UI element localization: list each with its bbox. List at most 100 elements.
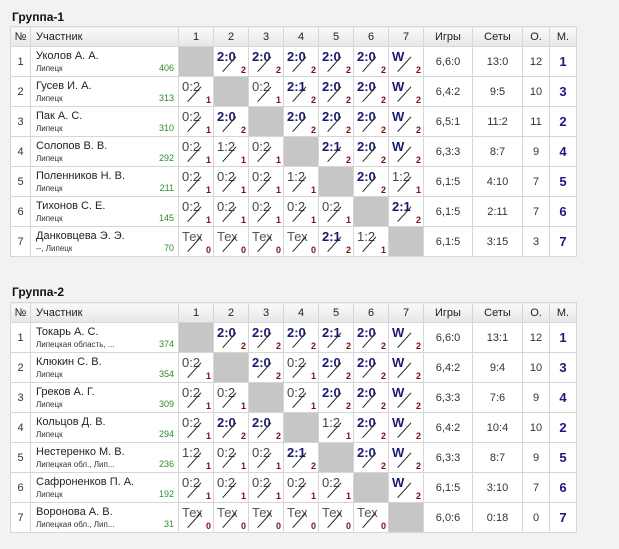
match-cell[interactable]: 2:0 2: [318, 46, 354, 77]
player-name[interactable]: Данковцева Э. Э.: [36, 230, 125, 242]
match-cell[interactable]: 2:0 2: [353, 166, 389, 197]
match-cell[interactable]: 2:0 2: [353, 352, 389, 383]
match-cell[interactable]: 0:2 1: [318, 196, 354, 227]
match-cell[interactable]: 1:2 1: [178, 442, 214, 473]
match-cell[interactable]: 2:0 2: [213, 106, 249, 137]
match-cell[interactable]: 0:2 1: [178, 382, 214, 413]
match-cell[interactable]: 0:2 1: [213, 166, 249, 197]
match-cell[interactable]: 2:0 2: [318, 382, 354, 413]
match-cell[interactable]: 0:2 1: [213, 382, 249, 413]
player-cell[interactable]: Клюкин С. В. Липецк 354: [30, 352, 179, 383]
player-cell[interactable]: Уколов А. А. Липецк 406: [30, 46, 179, 77]
match-cell[interactable]: 2:0 2: [353, 442, 389, 473]
player-cell[interactable]: Нестеренко М. В. Липецкая обл., Лип... 236: [30, 442, 179, 473]
player-cell[interactable]: Гусев И. А. Липецк 313: [30, 76, 179, 107]
player-name[interactable]: Нестеренко М. В.: [36, 446, 125, 458]
match-cell[interactable]: 2:0 2: [353, 322, 389, 353]
match-cell[interactable]: 2:0 2: [283, 322, 319, 353]
match-cell[interactable]: 2:0 2: [353, 382, 389, 413]
match-cell[interactable]: 2:0 2: [213, 412, 249, 443]
match-cell[interactable]: 2:1 2: [283, 76, 319, 107]
match-cell[interactable]: Тех 0: [213, 502, 249, 533]
match-cell[interactable]: 0:2 1: [248, 472, 284, 503]
match-cell[interactable]: 0:2 1: [213, 196, 249, 227]
match-cell[interactable]: 2:0 2: [248, 322, 284, 353]
match-cell[interactable]: 2:1 2: [318, 322, 354, 353]
match-cell[interactable]: 0:2 1: [178, 352, 214, 383]
player-cell[interactable]: Токарь А. С. Липецкая область, ... 374: [30, 322, 179, 353]
match-cell[interactable]: 0:2 1: [178, 472, 214, 503]
match-cell[interactable]: 2:0 2: [283, 106, 319, 137]
match-cell[interactable]: 0:2 1: [283, 352, 319, 383]
match-cell[interactable]: 0:2 1: [283, 472, 319, 503]
match-cell[interactable]: 2:0 2: [213, 46, 249, 77]
player-cell[interactable]: Воронова А. В. Липецкая обл., Лип... 31: [30, 502, 179, 533]
match-cell[interactable]: 1:2 1: [353, 226, 389, 257]
match-cell[interactable]: 2:0 2: [248, 412, 284, 443]
player-name[interactable]: Тихонов С. Е.: [36, 200, 106, 212]
player-cell[interactable]: Тихонов С. Е. Липецк 145: [30, 196, 179, 227]
match-cell[interactable]: 0:2 1: [248, 442, 284, 473]
match-cell[interactable]: 2:0 2: [213, 322, 249, 353]
player-name[interactable]: Гусев И. А.: [36, 80, 92, 92]
player-name[interactable]: Токарь А. С.: [36, 326, 99, 338]
player-name[interactable]: Клюкин С. В.: [36, 356, 102, 368]
player-cell[interactable]: Пак А. С. Липецк 310: [30, 106, 179, 137]
player-cell[interactable]: Кольцов Д. В. Липецк 294: [30, 412, 179, 443]
player-name[interactable]: Пак А. С.: [36, 110, 83, 122]
match-cell[interactable]: 0:2 1: [178, 196, 214, 227]
match-cell[interactable]: Тех 0: [178, 502, 214, 533]
match-cell[interactable]: 0:2 1: [213, 472, 249, 503]
match-cell[interactable]: Тех 0: [213, 226, 249, 257]
match-cell[interactable]: Тех 0: [353, 502, 389, 533]
player-cell[interactable]: Поленников Н. В. Липецк 211: [30, 166, 179, 197]
match-cell[interactable]: 0:2 1: [283, 196, 319, 227]
match-cell[interactable]: 2:0 2: [353, 412, 389, 443]
player-name[interactable]: Уколов А. А.: [36, 50, 99, 62]
player-name[interactable]: Кольцов Д. В.: [36, 416, 106, 428]
match-cell[interactable]: 0:2 1: [248, 76, 284, 107]
player-name[interactable]: Греков А. Г.: [36, 386, 95, 398]
player-cell[interactable]: Сафроненков П. А. Липецк 192: [30, 472, 179, 503]
match-cell[interactable]: 2:0 2: [248, 352, 284, 383]
player-name[interactable]: Поленников Н. В.: [36, 170, 126, 182]
match-cell[interactable]: 2:0 2: [318, 76, 354, 107]
match-cell[interactable]: 2:0 2: [318, 106, 354, 137]
match-cell[interactable]: 1:2 1: [283, 166, 319, 197]
match-cell[interactable]: Тех 0: [283, 226, 319, 257]
match-cell[interactable]: Тех 0: [283, 502, 319, 533]
match-cell[interactable]: 2:0 2: [283, 46, 319, 77]
match-cell[interactable]: 2:1 2: [318, 136, 354, 167]
match-cell[interactable]: 2:0 2: [353, 76, 389, 107]
match-cell[interactable]: 0:2 1: [248, 136, 284, 167]
match-cell[interactable]: 2:0 2: [353, 46, 389, 77]
player-name[interactable]: Сафроненков П. А.: [36, 476, 135, 488]
player-cell[interactable]: Солопов В. В. Липецк 292: [30, 136, 179, 167]
match-cell[interactable]: 0:2 1: [283, 382, 319, 413]
match-cell[interactable]: 1:2 1: [388, 166, 424, 197]
match-cell[interactable]: 2:1 2: [283, 442, 319, 473]
match-cell[interactable]: 2:0 2: [248, 46, 284, 77]
match-cell[interactable]: Тех 0: [178, 226, 214, 257]
match-cell[interactable]: 0:2 1: [178, 76, 214, 107]
player-cell[interactable]: Греков А. Г. Липецк 309: [30, 382, 179, 413]
match-cell[interactable]: 0:2 1: [178, 166, 214, 197]
match-cell[interactable]: Тех 0: [248, 226, 284, 257]
match-cell[interactable]: 1:2 1: [318, 412, 354, 443]
match-cell[interactable]: 0:2 1: [318, 472, 354, 503]
match-cell[interactable]: 2:0 2: [318, 352, 354, 383]
match-cell[interactable]: 2:1 2: [318, 226, 354, 257]
match-cell[interactable]: 2:0 2: [353, 136, 389, 167]
match-cell[interactable]: 2:0 2: [353, 106, 389, 137]
match-cell[interactable]: 0:2 1: [248, 196, 284, 227]
player-cell[interactable]: Данковцева Э. Э. --, Липецк 70: [30, 226, 179, 257]
match-cell[interactable]: 2:1 2: [388, 196, 424, 227]
